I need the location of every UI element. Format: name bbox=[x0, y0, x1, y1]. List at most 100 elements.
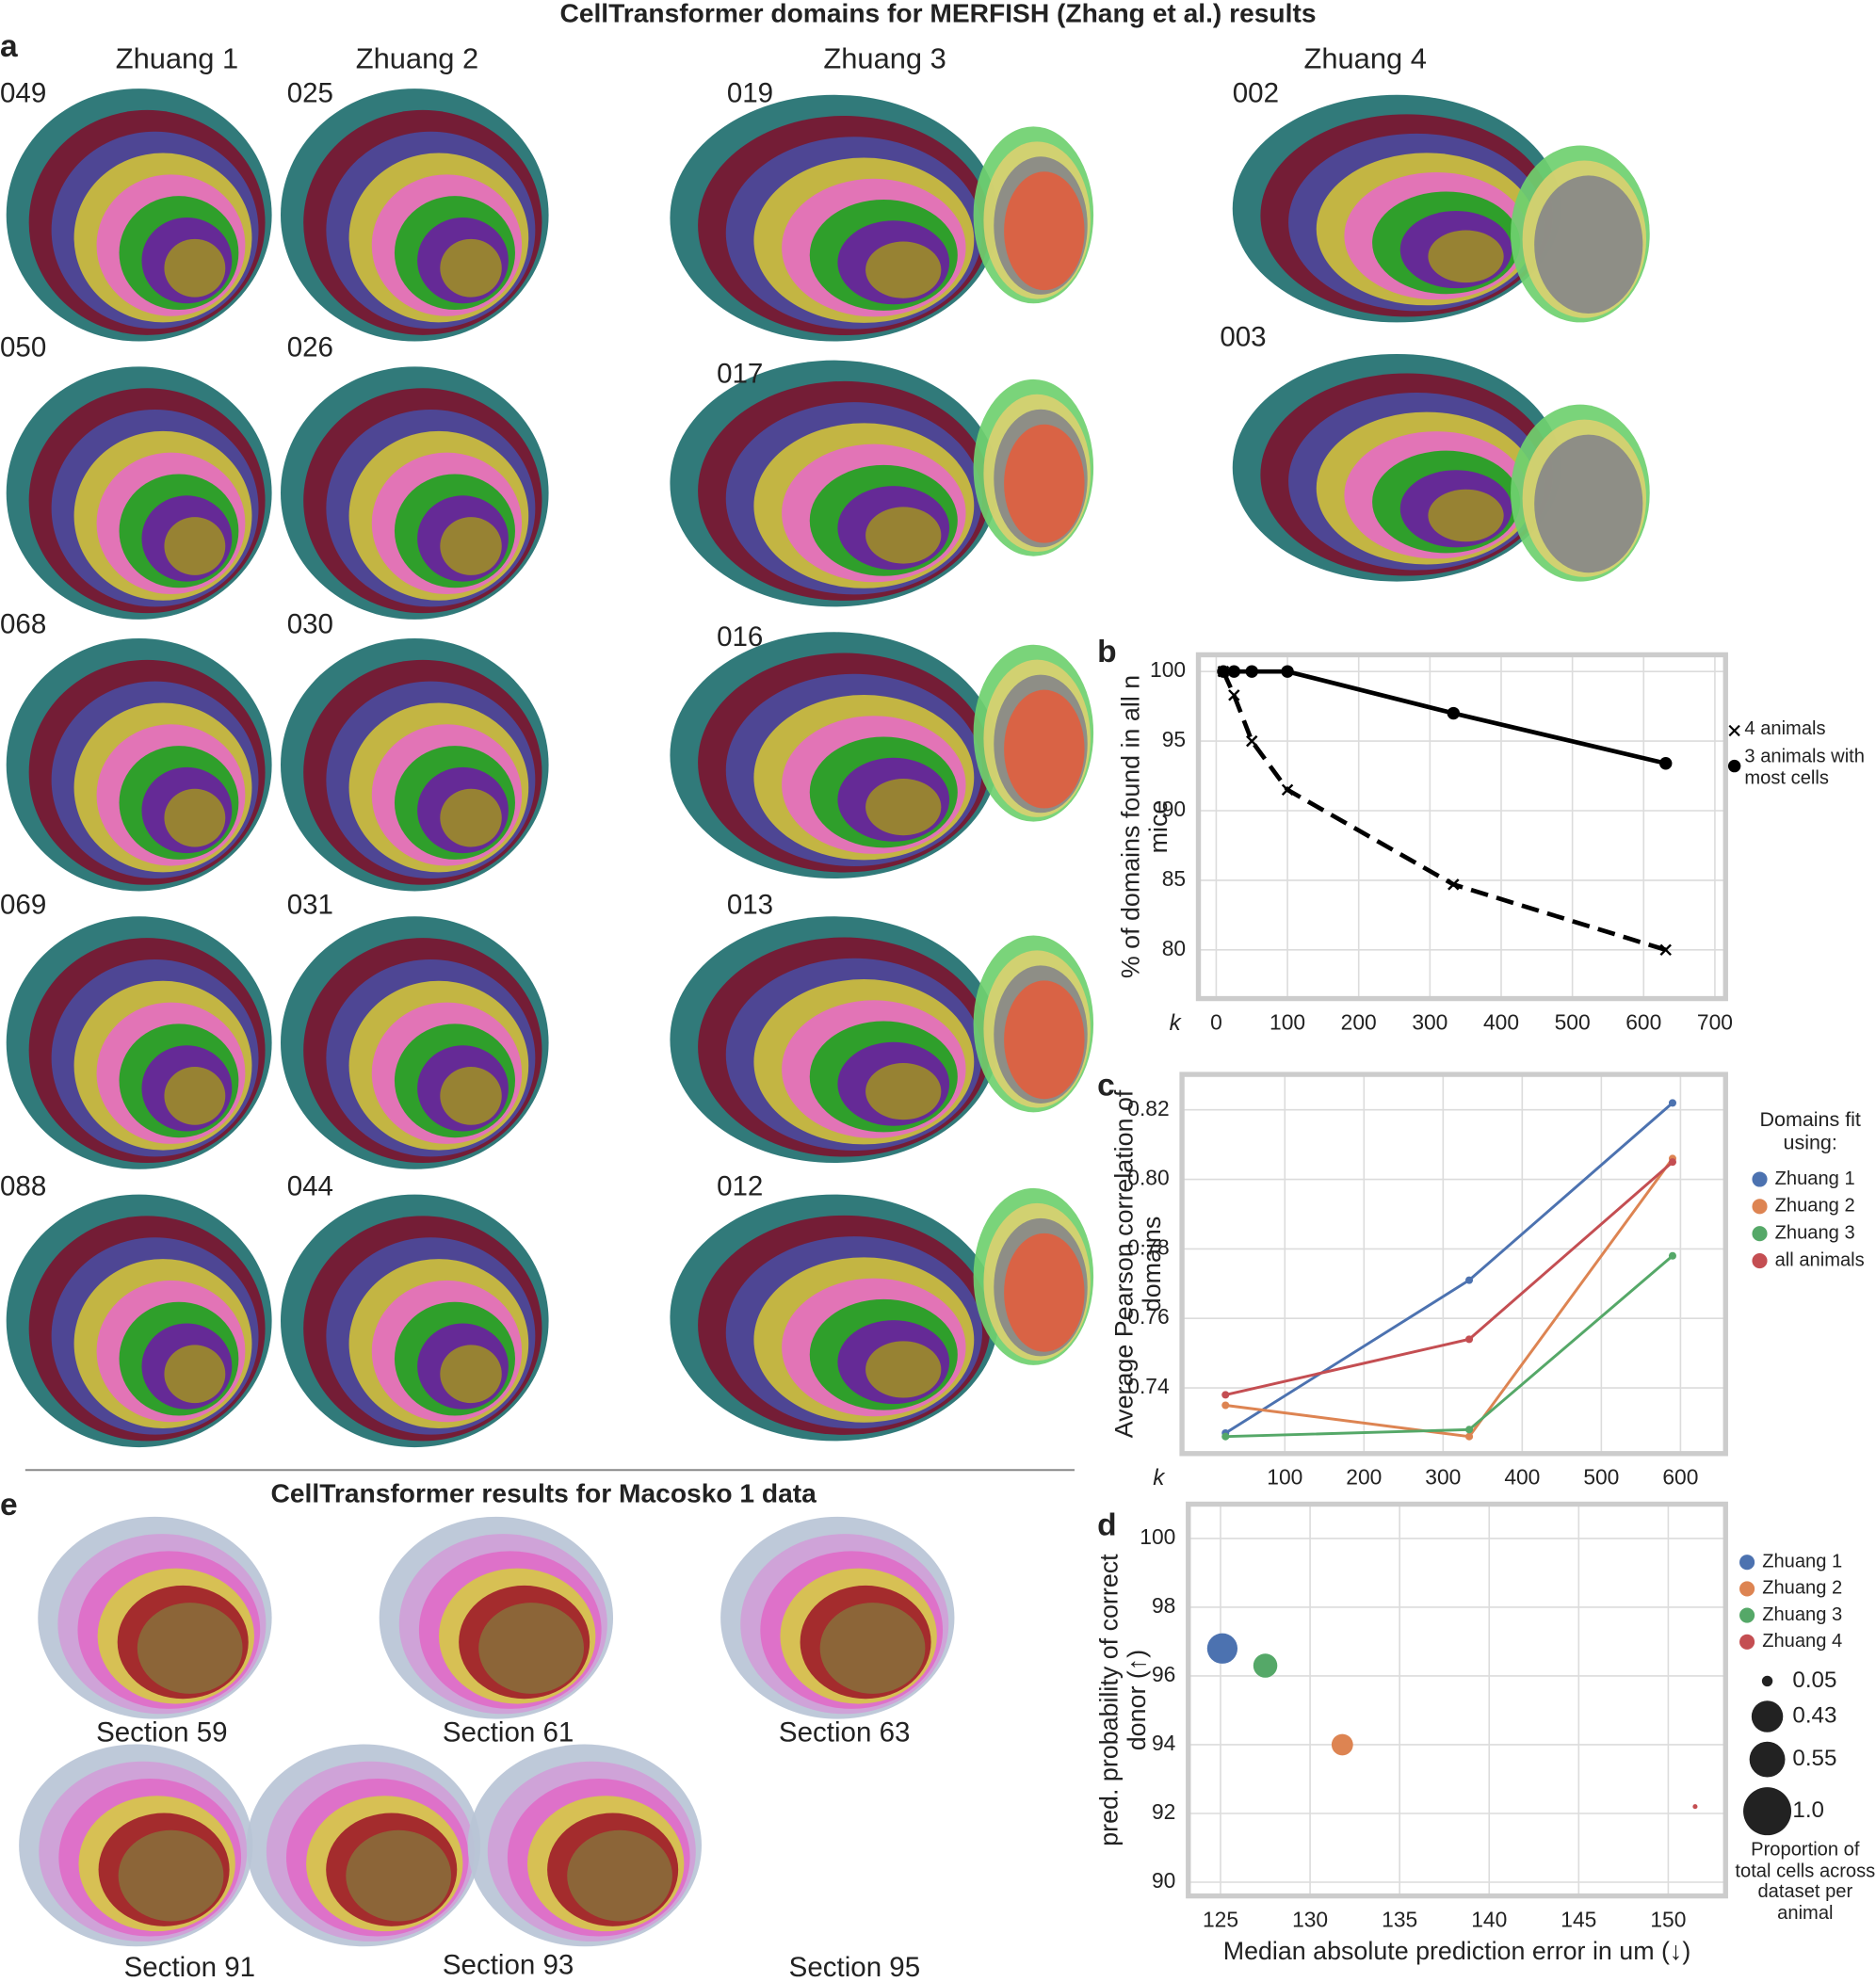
panel-letter: b bbox=[1097, 635, 1117, 669]
legend-title: Domains fit using: bbox=[1759, 1109, 1861, 1154]
x-tick-label: 100 bbox=[1267, 1465, 1302, 1490]
tissue-region bbox=[440, 1067, 502, 1125]
section-label: 012 bbox=[717, 1171, 763, 1202]
tissue-region bbox=[819, 1603, 926, 1694]
data-point bbox=[1253, 1653, 1278, 1678]
brain-section-image bbox=[280, 89, 549, 342]
brain-section-image bbox=[280, 366, 549, 620]
plot-background bbox=[1198, 654, 1726, 999]
x-tick-label: 125 bbox=[1203, 1907, 1238, 1931]
section-label: Section 61 bbox=[443, 1717, 574, 1748]
panel-letter: d bbox=[1097, 1508, 1117, 1543]
x-tick-label: 600 bbox=[1662, 1465, 1698, 1490]
plot-frame bbox=[1186, 1501, 1728, 1899]
panel-e-title: CellTransformer results for Macosko 1 da… bbox=[271, 1478, 817, 1508]
plot-frame bbox=[1179, 1072, 1728, 1457]
tissue-region bbox=[440, 238, 502, 298]
legend-marker bbox=[1727, 759, 1741, 773]
size-legend-marker bbox=[1743, 1787, 1792, 1836]
tissue-region bbox=[567, 1829, 672, 1922]
panel-letter: c bbox=[1097, 1068, 1115, 1103]
size-legend-marker bbox=[1749, 1741, 1786, 1778]
tissue-region bbox=[1534, 175, 1643, 314]
x-tick-label: 300 bbox=[1412, 1009, 1447, 1034]
y-tick-label: 96 bbox=[1152, 1662, 1175, 1686]
brain-section-image bbox=[280, 1194, 549, 1448]
section-label: Section 93 bbox=[443, 1950, 574, 1981]
brain-section-image bbox=[1511, 404, 1650, 582]
size-legend-label: 0.43 bbox=[1792, 1702, 1836, 1728]
legend-label: Zhuang 1 bbox=[1775, 1168, 1855, 1189]
legend-label: Zhuang 3 bbox=[1775, 1223, 1855, 1244]
brain-section-image bbox=[467, 1744, 702, 1947]
plot-background bbox=[1182, 1074, 1726, 1454]
legend-marker bbox=[1752, 1253, 1768, 1269]
figure-title: CellTransformer domains for MERFISH (Zha… bbox=[559, 0, 1316, 28]
data-point bbox=[1217, 665, 1230, 678]
tissue-region bbox=[1004, 980, 1085, 1100]
panel-letter: e bbox=[0, 1488, 18, 1523]
x-tick-label: 130 bbox=[1292, 1907, 1328, 1931]
legend-marker bbox=[1752, 1171, 1768, 1187]
section-label: 002 bbox=[1233, 78, 1279, 109]
y-tick-label: 100 bbox=[1140, 1524, 1175, 1549]
data-point bbox=[1221, 1401, 1230, 1410]
panel-letter: a bbox=[0, 29, 18, 64]
legend-marker bbox=[1739, 1634, 1755, 1650]
data-point bbox=[1465, 1276, 1474, 1284]
x-tick-label: 400 bbox=[1483, 1009, 1519, 1034]
size-legend-title-box: Proportion of total cells across dataset… bbox=[1735, 1841, 1875, 1924]
brain-section-image bbox=[379, 1516, 614, 1719]
tissue-region bbox=[440, 788, 502, 847]
plot-frame bbox=[1195, 652, 1728, 1002]
x-tick-label: 0 bbox=[1210, 1009, 1222, 1034]
brain-section-image bbox=[19, 1744, 253, 1947]
legend-label: Zhuang 4 bbox=[1762, 1631, 1842, 1652]
tissue-region bbox=[1428, 230, 1504, 283]
x-tick-label: 145 bbox=[1561, 1907, 1596, 1931]
tissue-region bbox=[1534, 434, 1643, 573]
tissue-region bbox=[164, 788, 226, 847]
size-legend-marker bbox=[1761, 1675, 1773, 1687]
y-tick-label: 0.78 bbox=[1127, 1234, 1169, 1259]
x-tick-label: 300 bbox=[1425, 1465, 1461, 1490]
legend-label: Zhuang 2 bbox=[1762, 1578, 1842, 1599]
tissue-region bbox=[865, 1341, 942, 1398]
y-tick-label: 100 bbox=[1150, 657, 1186, 682]
section-label: 013 bbox=[727, 889, 773, 920]
x-axis-label: k bbox=[1170, 1010, 1183, 1036]
tissue-region bbox=[346, 1829, 452, 1922]
brain-section-image bbox=[670, 360, 999, 607]
y-tick-label: 0.76 bbox=[1127, 1304, 1169, 1329]
tissue-region bbox=[865, 241, 942, 298]
tissue-region bbox=[865, 507, 942, 564]
data-point bbox=[1228, 689, 1240, 701]
data-point bbox=[1692, 1804, 1698, 1810]
section-label: 025 bbox=[287, 78, 333, 109]
brain-section-image bbox=[280, 637, 549, 892]
brain-section-image bbox=[1232, 94, 1561, 323]
legend-label: Zhuang 1 bbox=[1762, 1552, 1842, 1572]
column-header: Zhuang 1 bbox=[116, 42, 238, 75]
data-point bbox=[1668, 1099, 1676, 1107]
brain-section-image bbox=[670, 94, 999, 342]
brain-section-image bbox=[973, 1187, 1094, 1365]
y-tick-label: 92 bbox=[1152, 1799, 1175, 1824]
data-point bbox=[1281, 665, 1294, 678]
tissue-region bbox=[1004, 1233, 1085, 1352]
x-tick-label: 135 bbox=[1382, 1907, 1417, 1931]
tissue-region bbox=[118, 1829, 224, 1922]
x-axis-label: Median absolute prediction error in um (… bbox=[1223, 1937, 1691, 1965]
y-tick-label: 0.82 bbox=[1127, 1096, 1169, 1120]
y-axis-label: Average Pearson correlation of domains bbox=[1110, 1089, 1167, 1439]
x-tick-label: 200 bbox=[1341, 1009, 1377, 1034]
tissue-region bbox=[1004, 171, 1085, 291]
legend-marker bbox=[1752, 1226, 1768, 1242]
tissue-region bbox=[137, 1603, 243, 1694]
brain-section-image bbox=[6, 637, 272, 892]
column-header: Zhuang 4 bbox=[1304, 42, 1427, 75]
x-tick-label: 140 bbox=[1471, 1907, 1507, 1931]
data-point bbox=[1447, 706, 1461, 720]
section-label: 049 bbox=[0, 78, 46, 109]
section-label: 030 bbox=[287, 608, 333, 639]
